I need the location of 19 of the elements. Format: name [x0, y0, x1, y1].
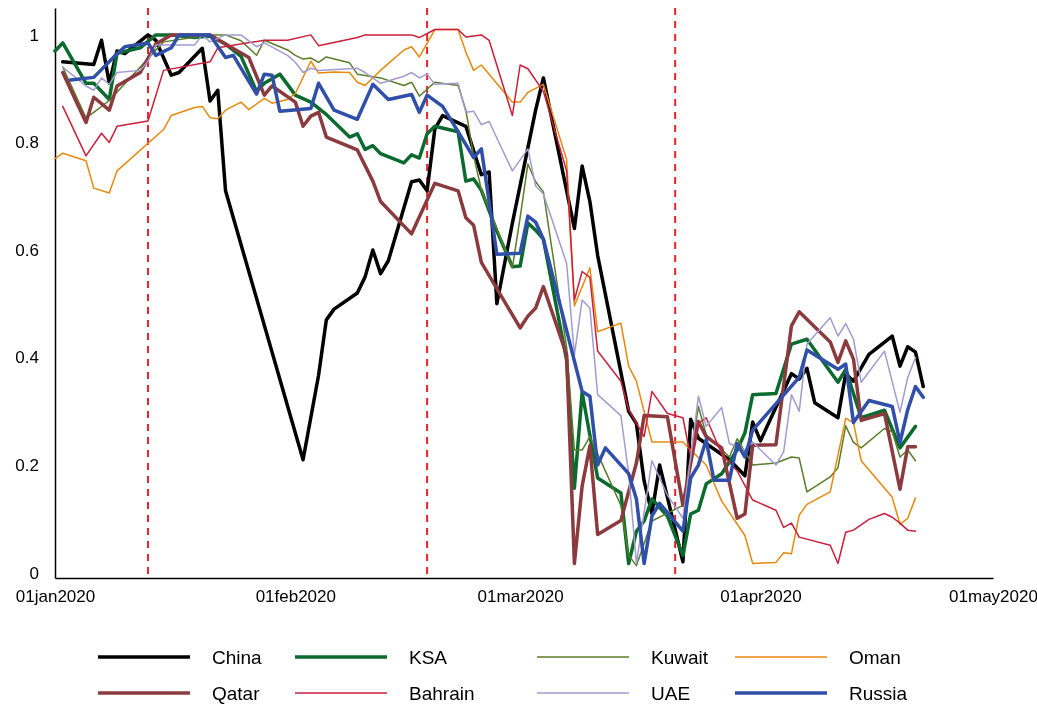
x-tick-label: 01may2020: [949, 587, 1037, 607]
y-tick-label: 0.8: [15, 133, 39, 153]
legend-label: China: [212, 646, 263, 668]
y-tick-label: 1: [29, 25, 39, 45]
legend-label: Bahrain: [409, 682, 475, 704]
y-tick-label: 0: [29, 563, 39, 583]
x-tick-label: 01mar2020: [477, 587, 564, 607]
y-tick-label: 0.6: [15, 240, 39, 260]
legend-label: Qatar: [212, 682, 261, 704]
x-tick-label: 01jan2020: [15, 587, 96, 607]
y-tick-label: 0.2: [15, 456, 39, 476]
y-tick-label: 0.4: [15, 348, 39, 368]
x-tick-label: 01feb2020: [255, 587, 336, 607]
legend-label: KSA: [409, 646, 448, 668]
legend-label: Kuwait: [651, 646, 709, 668]
legend-label: Oman: [849, 646, 901, 668]
x-tick-label: 01apr2020: [720, 587, 802, 607]
legend-label: Russia: [849, 682, 908, 704]
legend-label: UAE: [651, 682, 691, 704]
